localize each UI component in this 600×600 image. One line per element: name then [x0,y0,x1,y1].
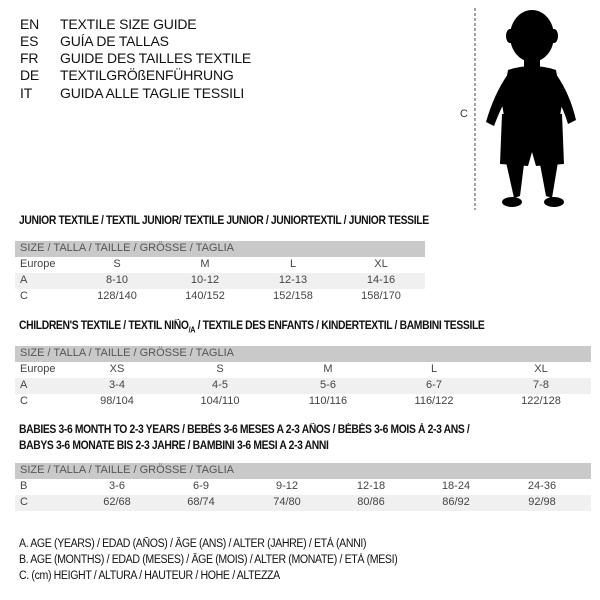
table-cell: 92/98 [528,496,556,508]
table-row: B 3-6 6-9 9-12 12-18 18-24 24-36 [15,479,591,495]
table-cell: 128/140 [97,290,137,302]
table-cell: XL [534,363,548,375]
table-cell: 6-7 [426,379,442,391]
row-label: C [20,496,28,508]
size-header: SIZE / TALLA / TAILLE / GRÖSSE / TAGLIA [20,464,234,476]
row-label: B [20,480,28,492]
guide-title: TEXTILE SIZE GUIDE [60,16,197,32]
table-cell: 104/110 [200,395,240,407]
row-label: Europe [20,363,56,375]
junior-size-table: SIZE / TALLA / TAILLE / GRÖSSE / TAGLIA E… [15,241,425,305]
language-code: DE [20,67,40,83]
table-row: Europe S M L XL [15,257,425,273]
children-title-sub: /A [188,325,196,335]
guide-title: GUIDE DES TAILLES TEXTILE [60,50,252,66]
table-cell: 140/152 [185,290,225,302]
table-cell: 8-10 [105,274,129,286]
size-header: SIZE / TALLA / TAILLE / GRÖSSE / TAGLIA [20,242,234,254]
child-silhouette-icon [474,8,576,210]
table-row: A 3-4 4-5 5-6 6-7 7-8 [15,378,591,394]
table-cell: XS [109,363,125,375]
table-cell: 122/128 [521,395,561,407]
table-cell: 62/68 [103,496,131,508]
table-cell: M [200,258,210,270]
row-label: C [20,395,28,407]
table-cell: 98/104 [100,395,134,407]
children-size-table: SIZE / TALLA / TAILLE / GRÖSSE / TAGLIA E… [15,346,591,410]
children-title-text: CHILDREN'S TEXTILE / TEXTIL NIÑO [19,320,189,332]
legend-c: C. (cm) HEIGHT / ALTURA / HAUTEUR / HÖHE… [19,570,280,582]
size-header-row: SIZE / TALLA / TAILLE / GRÖSSE / TAGLIA [15,346,591,362]
table-cell: 3-4 [109,379,125,391]
legend-a: A. AGE (YEARS) / EDAD (AÑOS) / ÂGE (ANS)… [19,538,367,550]
guide-title: GUÍA DE TALLAS [60,33,169,49]
table-cell: 68/74 [187,496,215,508]
guide-title: GUIDA ALLE TAGLIE TESSILI [60,85,245,101]
table-cell: S [113,258,121,270]
table-cell: 4-5 [212,379,228,391]
babies-size-table: SIZE / TALLA / TAILLE / GRÖSSE / TAGLIA B… [15,463,591,511]
language-code: EN [20,16,40,32]
table-row: Europe XS S M L XL [15,362,591,378]
junior-title: JUNIOR TEXTILE / TEXTIL JUNIOR/ TEXTILE … [19,215,429,227]
table-cell: 12-18 [356,480,386,492]
table-cell: 86/92 [442,496,470,508]
table-row: A 8-10 10-12 12-13 14-16 [15,273,425,289]
row-label: C [20,290,28,302]
children-title: CHILDREN'S TEXTILE / TEXTIL NIÑO/A / TEX… [19,320,485,335]
table-row: C 98/104 104/110 110/116 116/122 122/128 [15,394,591,410]
table-cell: L [430,363,438,375]
table-cell: 158/170 [361,290,401,302]
children-title-rest: / TEXTILE DES ENFANTS / KINDERTEXTIL / B… [195,320,485,332]
table-cell: 18-24 [441,480,471,492]
language-code: ES [20,33,39,49]
language-code: IT [20,85,33,101]
table-cell: L [289,258,297,270]
table-cell: XL [374,258,388,270]
table-cell: 116/122 [414,395,454,407]
table-cell: S [216,363,224,375]
table-cell: 5-6 [320,379,336,391]
table-cell: 152/158 [273,290,313,302]
table-cell: 24-36 [527,480,557,492]
table-cell: 9-12 [275,480,299,492]
guide-title: TEXTILGRÖßENFÜHRUNG [60,67,234,83]
table-cell: 80/86 [357,496,385,508]
table-cell: 3-6 [109,480,125,492]
table-cell: 6-9 [193,480,209,492]
table-cell: 110/116 [308,395,348,407]
legend-b: B. AGE (MONTHS) / EDAD (MESES) / ÂGE (MO… [19,554,398,566]
size-header-row: SIZE / TALLA / TAILLE / GRÖSSE / TAGLIA [15,241,425,257]
size-header: SIZE / TALLA / TAILLE / GRÖSSE / TAGLIA [20,347,234,359]
table-cell: 12-13 [278,274,308,286]
row-label: A [20,379,28,391]
row-label: Europe [20,258,56,270]
table-row: C 128/140 140/152 152/158 158/170 [15,289,425,305]
babies-title-line1: BABIES 3-6 MONTH TO 2-3 YEARS / BEBÉS 3-… [19,424,470,436]
size-header-row: SIZE / TALLA / TAILLE / GRÖSSE / TAGLIA [15,463,591,479]
table-cell: 74/80 [273,496,301,508]
table-cell: M [323,363,333,375]
table-cell: 10-12 [190,274,220,286]
language-code: FR [20,50,39,66]
height-label: C [460,108,468,120]
table-cell: 7-8 [533,379,549,391]
table-row: C 62/68 68/74 74/80 80/86 86/92 92/98 [15,495,591,511]
babies-title-line2: BABYS 3-6 MONATE BIS 2-3 JAHRE / BAMBINI… [19,440,329,452]
table-cell: 14-16 [366,274,396,286]
row-label: A [20,274,28,286]
